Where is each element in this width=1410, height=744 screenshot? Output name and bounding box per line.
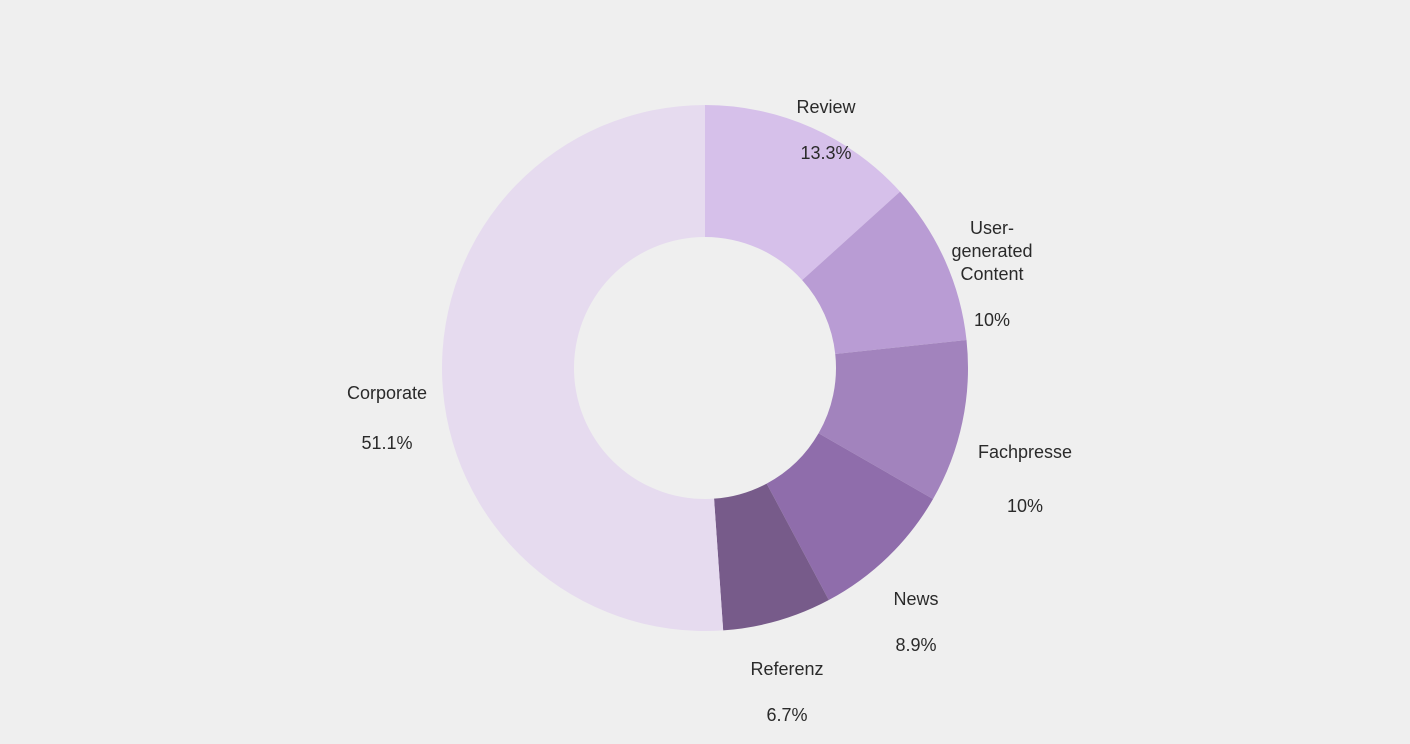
label-name: News [893,589,939,609]
slice-user-generated-content [802,191,967,355]
label-user-generated-content: User- generated Content 10% [951,194,1032,332]
label-news: News 8.9% [893,565,938,657]
slice-corporate [441,105,724,631]
label-referenz: Referenz 6.7% [750,635,823,727]
label-value: 13.3% [800,143,852,163]
label-name: Corporate [346,383,428,403]
label-review: Review 13.3% [796,73,855,165]
slice-news [766,433,934,601]
slice-referenz [714,483,829,631]
label-name: Fachpresse [977,442,1073,462]
label-name: Review [796,97,856,117]
label-fachpresse: Fachpresse 10% [978,412,1072,520]
label-name: Referenz [750,659,824,679]
slice-fachpresse [818,339,968,500]
slice-review [705,105,901,281]
label-corporate: Corporate 51.1% [347,356,427,456]
label-value: 51.1% [361,433,413,453]
label-name: User- generated Content [951,218,1033,284]
label-value: 6.7% [766,705,808,725]
label-value: 8.9% [895,635,937,655]
label-value: 10% [1006,496,1044,516]
label-value: 10% [973,310,1011,330]
